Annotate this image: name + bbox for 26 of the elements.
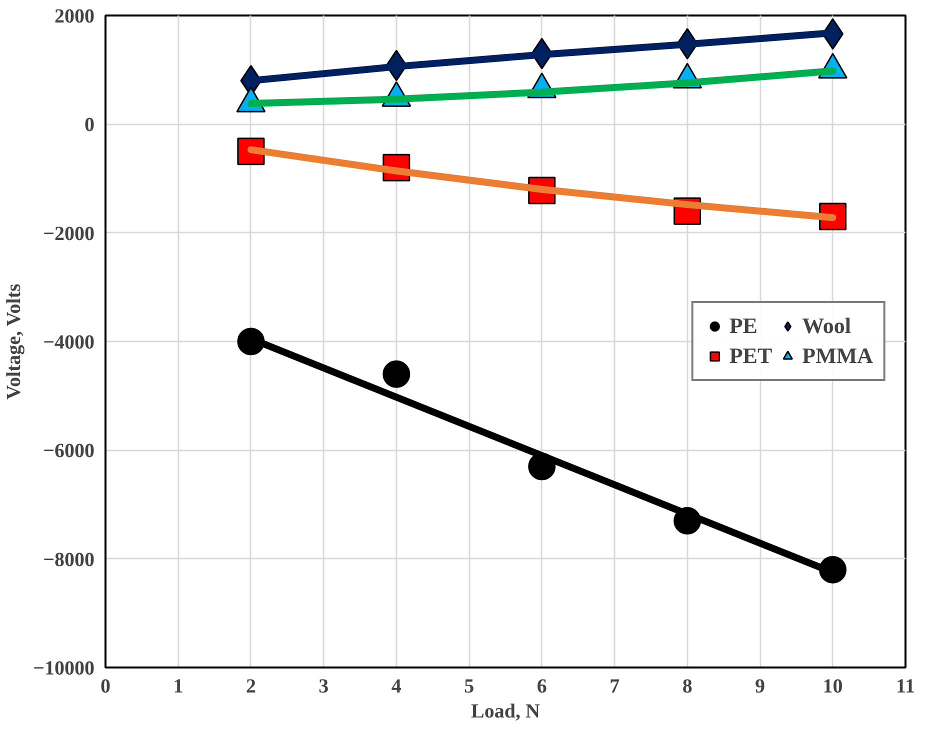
x-tick-label: 6 bbox=[536, 676, 547, 698]
legend-label: PET bbox=[729, 343, 772, 369]
x-tick-label: 9 bbox=[755, 676, 766, 698]
y-tick-label: −6000 bbox=[43, 440, 95, 462]
x-tick-label: 8 bbox=[682, 676, 692, 698]
x-tick-label: 3 bbox=[318, 676, 329, 698]
x-tick-label: 4 bbox=[391, 676, 402, 698]
point bbox=[382, 360, 410, 388]
y-tick-label: −10000 bbox=[33, 658, 95, 680]
y-tick-label: −4000 bbox=[43, 332, 95, 354]
x-tick-label: 2 bbox=[246, 676, 256, 698]
y-tick-label: 2000 bbox=[54, 6, 94, 28]
y-tick-label: 0 bbox=[84, 114, 94, 136]
legend-label: Wool bbox=[802, 313, 852, 339]
legend-label: PMMA bbox=[802, 343, 873, 369]
x-tick-label: 1 bbox=[173, 676, 184, 698]
x-axis-title: Load, N bbox=[471, 700, 541, 722]
y-tick-label: −2000 bbox=[43, 222, 95, 245]
x-tick-label: 10 bbox=[822, 676, 843, 698]
x-tick-label: 7 bbox=[610, 676, 620, 698]
x-tick-label: 0 bbox=[100, 676, 110, 698]
legend-label: PE bbox=[729, 313, 758, 339]
y-tick-label: −8000 bbox=[43, 548, 95, 571]
x-tick-label: 5 bbox=[464, 676, 474, 698]
y-axis-title: Voltage, Volts bbox=[3, 283, 26, 400]
x-tick-label: 11 bbox=[896, 676, 915, 698]
